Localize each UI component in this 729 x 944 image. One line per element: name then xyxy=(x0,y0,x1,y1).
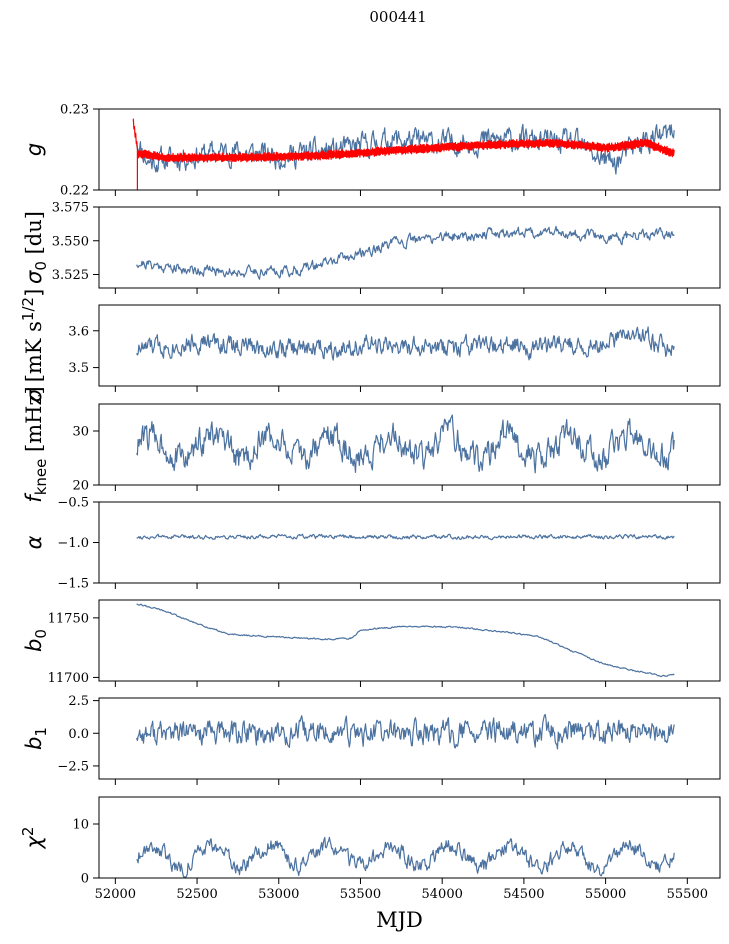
y-axis-label-sigma0: σ0 [du] xyxy=(22,211,50,284)
axes-frame-g xyxy=(98,108,721,191)
panel-g: 0.22 0.23 g xyxy=(22,103,721,199)
panel-alpha: −1.5 −1.0 −0.5 α xyxy=(22,496,721,592)
y-tick-label: 3.525 xyxy=(52,268,89,283)
y-tick-label: 0 xyxy=(81,872,89,887)
series-line-sigma_w-0 xyxy=(136,326,675,361)
y-tick-label: 3.550 xyxy=(52,234,89,249)
y-axis-label-g: g xyxy=(22,143,46,156)
x-tick-label: 53500 xyxy=(340,887,381,902)
y-tick-label: −1.0 xyxy=(57,536,89,551)
series-line-chi2-0 xyxy=(136,836,675,878)
panel-sigma_w: 3.5 3.6 σ [mK s1/2] xyxy=(19,289,721,403)
axes-frame-chi2 xyxy=(98,796,721,879)
series-line-sigma0-0 xyxy=(136,225,675,280)
axes-frame-fknee xyxy=(98,403,721,486)
x-tick-label: 54000 xyxy=(422,887,463,902)
x-tick-label: 55500 xyxy=(667,887,708,902)
y-tick-label: 0.23 xyxy=(60,103,89,118)
x-axis-title: MJD xyxy=(376,908,423,932)
axes-frame-b0 xyxy=(98,599,721,682)
series-line-b0-0 xyxy=(136,603,675,678)
y-tick-label: −1.5 xyxy=(57,577,89,592)
y-tick-label: −0.5 xyxy=(57,496,89,511)
y-axis-label-fknee: fknee [mHz] xyxy=(22,386,50,502)
y-axis-label-chi2: χ2 xyxy=(19,827,46,850)
y-tick-label: 3.6 xyxy=(68,324,89,339)
y-tick-label: 0.22 xyxy=(60,184,89,199)
y-tick-label: 30 xyxy=(72,425,89,440)
axes-frame-sigma_w xyxy=(98,304,721,387)
y-axis-label-alpha: α xyxy=(22,535,46,549)
axes-frame-b1 xyxy=(98,697,721,780)
x-tick-label: 53000 xyxy=(258,887,299,902)
figure-title: 000441 xyxy=(369,8,426,26)
x-tick-label: 52000 xyxy=(95,887,136,902)
series-line-b1-0 xyxy=(136,713,675,750)
panel-b0: 11700 11750 b0 xyxy=(22,599,721,687)
panel-fknee: 20 30 fknee [mHz] xyxy=(22,386,721,503)
x-tick-label: 52500 xyxy=(176,887,217,902)
y-axis-label-b1: b1 xyxy=(22,727,50,750)
y-tick-label: −2.5 xyxy=(57,759,89,774)
y-tick-label: 2.5 xyxy=(68,694,89,709)
y-tick-label: 0.0 xyxy=(68,727,89,742)
y-axis-label-sigma_w: σ [mK s1/2] xyxy=(19,289,46,403)
panel-b1: −2.5 0.0 2.5 b1 xyxy=(22,694,721,785)
y-tick-label: 11750 xyxy=(48,611,89,626)
y-tick-label: 11700 xyxy=(48,671,89,686)
series-line-alpha-0 xyxy=(136,533,675,541)
y-axis-label-b0: b0 xyxy=(22,629,50,652)
series-line-fknee-0 xyxy=(136,414,675,474)
x-tick-label: 55000 xyxy=(585,887,626,902)
y-tick-label: 3.5 xyxy=(68,361,89,376)
y-tick-label: 20 xyxy=(72,479,89,494)
y-tick-label: 3.575 xyxy=(52,201,89,216)
panel-chi2: 52000 52500 53000 53500 54000 54500 55000 55500… xyxy=(19,796,721,932)
axes-frame-sigma0 xyxy=(98,206,721,289)
x-tick-label: 54500 xyxy=(503,887,544,902)
axes-frame-alpha xyxy=(98,501,721,584)
y-tick-label: 10 xyxy=(72,818,89,833)
